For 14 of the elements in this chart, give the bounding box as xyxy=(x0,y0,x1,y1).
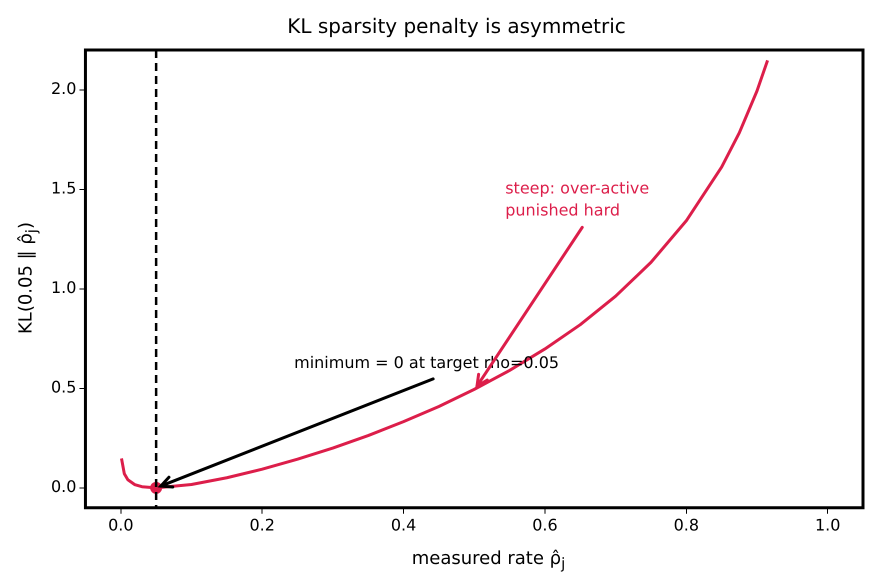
x-tick-label: 0.6 xyxy=(532,516,558,535)
y-tick-label: 0.5 xyxy=(50,378,76,397)
x-axis-title: measured rate ρ̂$_{j}$ xyxy=(410,548,566,573)
chart-title: KL sparsity penalty is asymmetric xyxy=(287,14,626,38)
x-tick-label: 0.4 xyxy=(390,516,416,535)
y-tick-label: 2.0 xyxy=(50,78,76,98)
x-tick-label: 0.8 xyxy=(674,516,700,535)
x-tick-label: 0.2 xyxy=(249,516,275,535)
y-tick-label: 0.0 xyxy=(50,477,76,496)
y-tick-label: 1.5 xyxy=(50,178,76,198)
y-tick-label: 1.0 xyxy=(50,278,76,298)
x-tick-label: 1.0 xyxy=(814,516,840,535)
annotation: steep: over-active punished hard xyxy=(505,178,650,220)
x-tick-label: 0.0 xyxy=(108,516,134,535)
